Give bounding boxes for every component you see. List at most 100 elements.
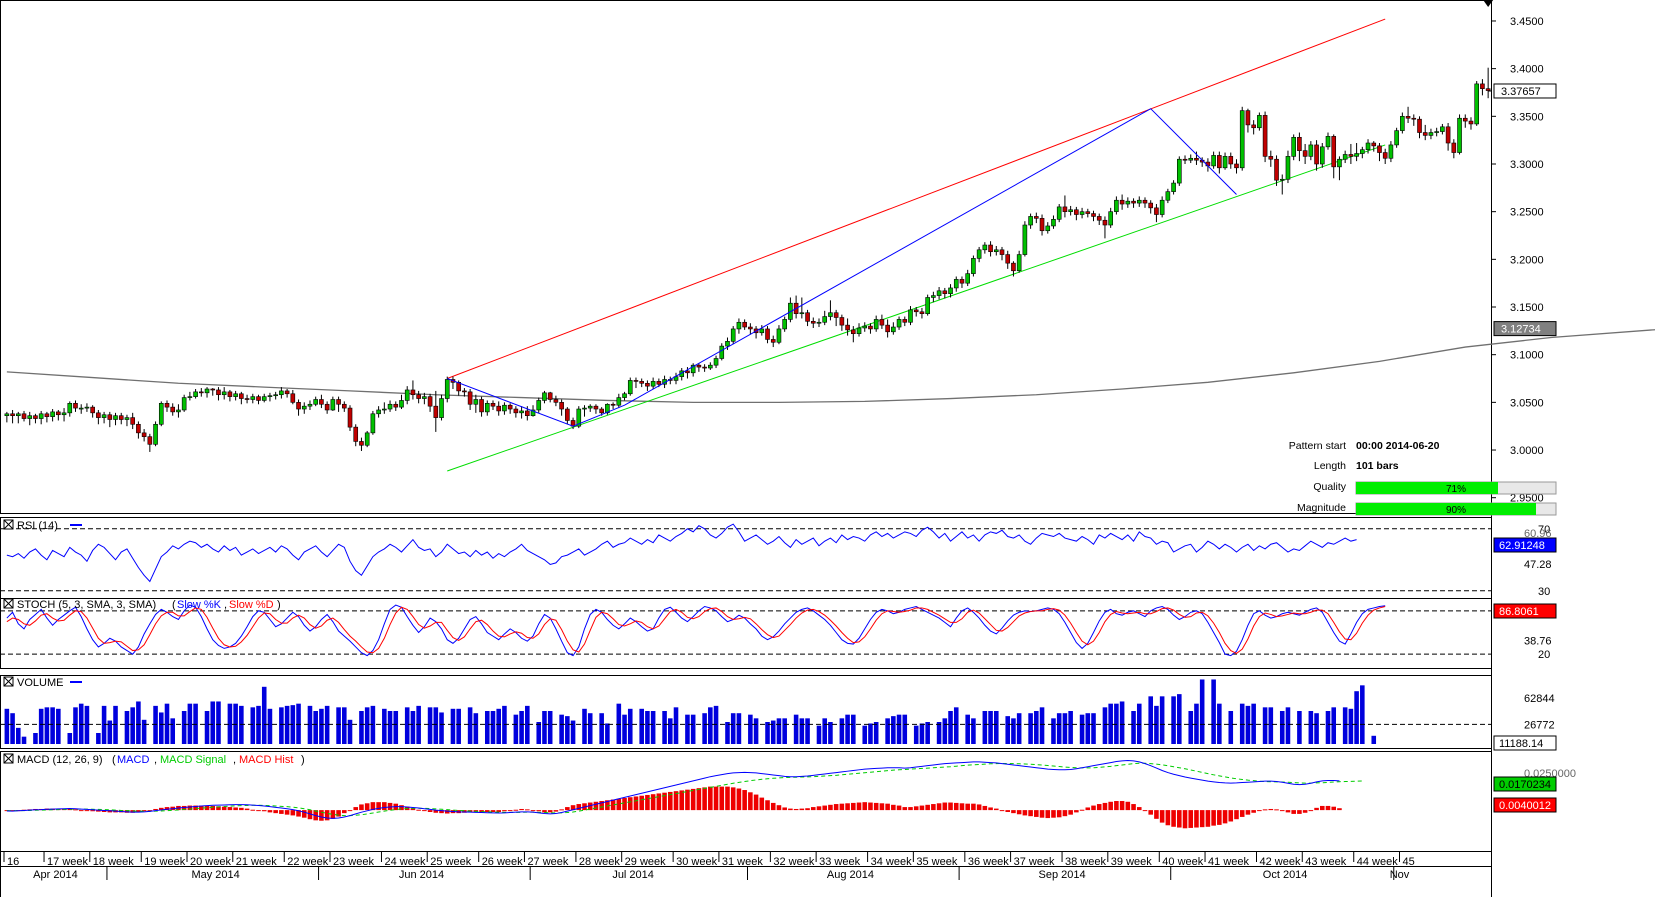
macd-hist-bar xyxy=(1171,810,1176,827)
candle-body xyxy=(15,413,21,417)
candle-body xyxy=(902,319,908,323)
candle-body xyxy=(1268,156,1274,160)
candle-body xyxy=(199,391,204,394)
macd-hist-bar xyxy=(507,810,513,812)
macd-hist-bar xyxy=(576,804,582,811)
week-tick-label: 26 week xyxy=(482,856,523,868)
stoch-legend-comma: , xyxy=(224,599,227,611)
volume-bar xyxy=(925,722,930,744)
volume-scale-top: 62844 xyxy=(1524,693,1555,705)
candle-body xyxy=(891,326,896,333)
macd-hist-bar xyxy=(833,804,839,811)
candle-body xyxy=(690,364,696,374)
rsi-last-value-box xyxy=(1493,537,1557,553)
volume-bar xyxy=(1268,707,1274,744)
volume-bar xyxy=(67,733,73,744)
magnitude-bar-fill xyxy=(1356,503,1536,515)
macd-hist-bar xyxy=(810,807,816,811)
candle-body xyxy=(27,415,33,419)
candle-body xyxy=(942,290,948,294)
macd-hist-bar xyxy=(1119,801,1125,811)
candle-body xyxy=(187,396,193,398)
candle-body xyxy=(1388,144,1394,159)
candle-body xyxy=(1119,199,1125,205)
price-tick-label: 3.0500 xyxy=(1510,397,1544,409)
volume-bar xyxy=(1199,679,1205,744)
volume-bar xyxy=(1314,713,1319,744)
candle-body xyxy=(971,258,976,274)
candle-body xyxy=(1228,156,1234,165)
volume-bar xyxy=(782,718,787,744)
volume-bar xyxy=(10,713,15,744)
volume-bar xyxy=(1239,703,1245,744)
volume-bar xyxy=(765,722,770,744)
volume-bar xyxy=(971,718,976,744)
candle-body xyxy=(90,406,95,414)
week-tick-label: 38 week xyxy=(1065,856,1106,868)
macd-hist-bar xyxy=(702,787,707,811)
volume-bar xyxy=(382,708,387,744)
candle-body xyxy=(839,317,845,326)
macd-hist-bar xyxy=(553,810,559,812)
week-tick-label: 33 week xyxy=(819,856,860,868)
week-tick-label: 30 week xyxy=(676,856,717,868)
candle-body xyxy=(519,410,524,414)
candle-body xyxy=(84,406,90,409)
volume-bar xyxy=(1056,713,1062,744)
candle-body xyxy=(1440,126,1445,132)
macd-hist-bar xyxy=(1325,805,1331,811)
macd-hist-bar xyxy=(1302,810,1308,813)
candle-body xyxy=(158,403,164,425)
candle-body xyxy=(1217,155,1222,169)
candle-body xyxy=(1360,149,1365,154)
candle-body xyxy=(301,405,307,410)
volume-bar xyxy=(181,711,187,744)
macd-hist-bar xyxy=(856,802,862,811)
candle-body xyxy=(1039,218,1045,232)
macd-hist-bar xyxy=(902,807,908,811)
macd-hist-bar xyxy=(936,803,942,811)
volume-bar xyxy=(473,713,479,744)
candle-body xyxy=(1302,150,1308,157)
volume-bar xyxy=(38,708,44,744)
volume-bar xyxy=(16,727,21,744)
candle-body xyxy=(919,311,925,314)
volume-bar xyxy=(1342,707,1348,744)
stoch-last-value-label: 86.8061 xyxy=(1499,606,1539,618)
candle-body xyxy=(336,399,341,405)
macd-hist-bar xyxy=(1337,808,1342,811)
volume-bar xyxy=(502,705,507,744)
candle-body xyxy=(765,328,770,340)
macd-hist-bar xyxy=(788,808,793,811)
candle-body xyxy=(382,408,387,411)
volume-bar xyxy=(141,719,147,744)
candle-body xyxy=(176,409,181,413)
macd-legend-comma: , xyxy=(233,754,236,766)
volume-bar xyxy=(1331,707,1337,744)
volume-bar xyxy=(1354,691,1359,744)
macd-hist-bar xyxy=(130,810,135,813)
macd-line xyxy=(6,760,1340,819)
macd-hist-bar xyxy=(891,804,896,811)
macd-hist-bar xyxy=(1239,810,1245,817)
rsi-line xyxy=(6,523,1357,583)
macd-hist-bar xyxy=(96,810,101,812)
volume-bar xyxy=(1171,696,1176,744)
macd-hist-bar xyxy=(593,801,599,811)
candle-body xyxy=(1165,191,1171,201)
quality-bar-fill xyxy=(1356,482,1498,494)
macd-hist-bar xyxy=(1074,810,1079,813)
macd-hist-bar xyxy=(290,810,296,816)
price-tick-label: 3.4500 xyxy=(1510,16,1544,28)
volume-bar xyxy=(256,705,261,744)
candle-body xyxy=(307,403,313,407)
candle-body xyxy=(513,408,519,414)
volume-bar xyxy=(496,708,502,744)
volume-bar xyxy=(44,707,50,744)
candle-body xyxy=(164,403,170,408)
candle-body xyxy=(702,366,707,369)
macd-hist-bar xyxy=(164,807,170,811)
macd-hist-bar xyxy=(1011,810,1016,814)
macd-hist-bar xyxy=(645,794,650,811)
macd-hist-bar xyxy=(851,802,856,811)
